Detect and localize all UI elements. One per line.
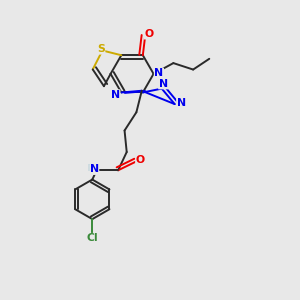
Text: N: N	[159, 79, 168, 89]
Text: N: N	[111, 90, 120, 100]
Text: S: S	[97, 44, 105, 54]
Text: O: O	[144, 29, 153, 39]
Text: N: N	[154, 68, 164, 78]
Text: H: H	[87, 164, 95, 173]
Text: Cl: Cl	[86, 233, 98, 244]
Text: N: N	[177, 98, 186, 108]
Text: N: N	[90, 164, 99, 174]
Text: O: O	[136, 155, 145, 165]
